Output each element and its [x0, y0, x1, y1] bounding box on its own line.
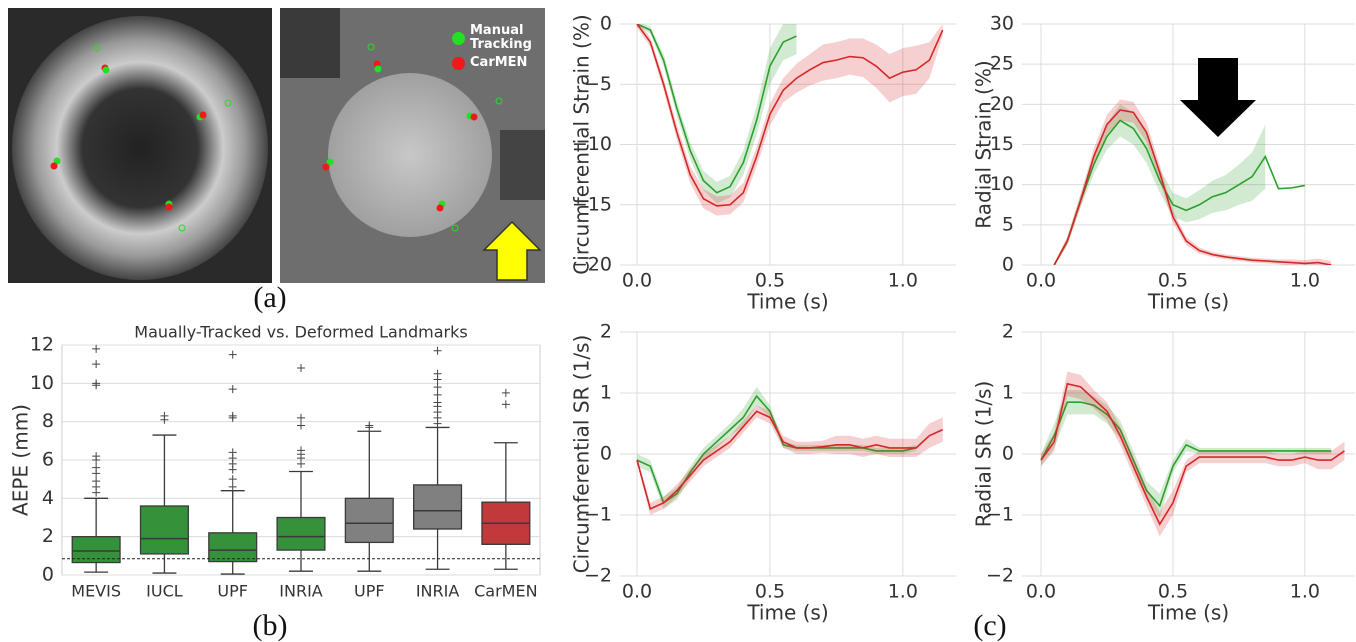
y-tick-label: 1: [1002, 382, 1014, 404]
y-axis-label: Circumferential Strain (%): [570, 14, 594, 274]
x-tick-label: INRIA: [416, 582, 460, 601]
x-tick-label: 0.5: [755, 581, 785, 603]
x-tick-label: 0.0: [1026, 581, 1056, 603]
panel-label: (c): [973, 609, 1006, 642]
x-tick-label: 1.0: [888, 270, 918, 292]
panel-label: (a): [253, 281, 286, 314]
y-tick-label: 0: [600, 13, 612, 35]
x-tick-label: 1.0: [1290, 581, 1320, 603]
box: [277, 518, 325, 551]
box: [209, 533, 257, 562]
y-tick-label: 5: [1002, 213, 1014, 235]
y-tick-label: 4: [42, 487, 54, 509]
y-tick-label: 12: [30, 334, 54, 356]
panel-label: (b): [253, 609, 288, 642]
y-axis-label: Radial Strain (%): [972, 60, 996, 228]
x-tick-label: 0.5: [755, 270, 785, 292]
legend-item: CarMEN: [452, 56, 544, 70]
y-axis-label: AEPE (mm): [9, 404, 33, 516]
y-axis-label: Circumferential SR (1/s): [570, 335, 594, 574]
x-axis-label: Time (s): [746, 601, 828, 625]
legend-label: Manual Tracking: [470, 24, 544, 52]
chart-title: Maually-Tracked vs. Deformed Landmarks: [134, 323, 467, 342]
y-tick-label: 0: [1002, 443, 1014, 465]
x-tick-label: UPF: [217, 582, 248, 601]
x-tick-label: 0.5: [1158, 581, 1188, 603]
x-tick-label: INRIA: [279, 582, 323, 601]
image-a1: [8, 8, 272, 283]
x-tick-label: 1.0: [888, 581, 918, 603]
x-tick-label: UPF: [354, 582, 385, 601]
y-tick-label: 2: [600, 321, 612, 343]
y-tick-label: 30: [990, 13, 1014, 35]
x-tick-label: CarMEN: [474, 582, 537, 601]
y-tick-label: 8: [42, 410, 54, 432]
figure-canvas: 024681012Maually-Tracked vs. Deformed La…: [0, 0, 1356, 642]
y-axis-label: Radial SR (1/s): [972, 381, 996, 528]
x-tick-label: 0.0: [1026, 270, 1056, 292]
y-tick-label: 1: [600, 382, 612, 404]
y-tick-label: 0: [1002, 254, 1014, 276]
figure: 024681012Maually-Tracked vs. Deformed La…: [0, 0, 1356, 642]
y-tick-label: 6: [42, 449, 54, 471]
x-tick-label: 1.0: [1290, 270, 1320, 292]
legend-item: Manual Tracking: [452, 24, 544, 52]
x-tick-label: 0.0: [622, 581, 652, 603]
y-tick-label: 2: [1002, 321, 1014, 343]
y-tick-label: 0: [600, 443, 612, 465]
y-tick-label: 10: [30, 372, 54, 394]
box: [141, 506, 189, 554]
box: [345, 498, 393, 542]
x-tick-label: IUCL: [146, 582, 183, 601]
x-axis-label: Time (s): [746, 290, 828, 314]
image-legend: Manual Tracking CarMEN: [452, 24, 544, 74]
x-tick-label: MEVIS: [71, 582, 121, 601]
legend-label: CarMEN: [470, 56, 527, 70]
x-tick-label: 0.0: [622, 270, 652, 292]
y-tick-label: −2: [986, 565, 1014, 587]
y-tick-label: 0: [42, 564, 54, 586]
x-axis-label: Time (s): [1147, 290, 1229, 314]
y-tick-label: 2: [42, 525, 54, 547]
legend-swatch: [452, 57, 465, 70]
box: [414, 485, 462, 529]
x-tick-label: 0.5: [1158, 270, 1188, 292]
legend-swatch: [452, 32, 465, 45]
x-axis-label: Time (s): [1147, 601, 1229, 625]
